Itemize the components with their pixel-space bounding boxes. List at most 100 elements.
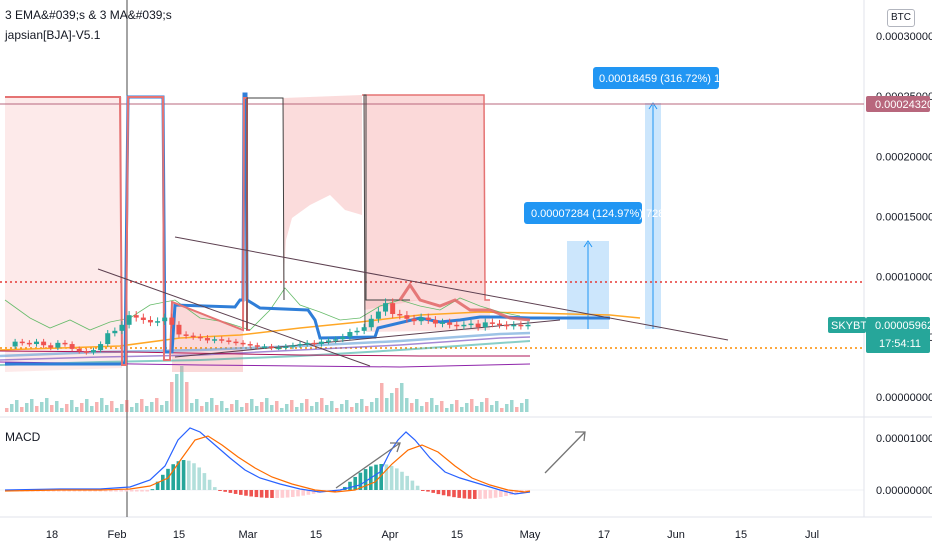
volume-bar [290, 400, 294, 412]
channel-dark [246, 97, 285, 330]
volume-bar [85, 399, 89, 412]
time-tick-label: Mar [239, 529, 258, 541]
volume-bar [420, 406, 424, 412]
svg-text:0.00018459 (316.72%) 18459: 0.00018459 (316.72%) 18459 [599, 73, 745, 85]
candle-body [105, 333, 111, 345]
macd-histogram-bar [311, 490, 316, 494]
volume-bar [335, 408, 339, 412]
candle-body [454, 324, 460, 327]
volume-bar [440, 401, 444, 412]
volume-bar [520, 403, 524, 412]
time-tick-label: 15 [173, 529, 185, 541]
volume-bars [5, 366, 529, 412]
macd-histogram-bar [389, 465, 394, 490]
candle-body [440, 322, 446, 324]
macd-histogram-bar [473, 490, 477, 499]
macd-histogram-bar [109, 490, 113, 492]
macd-histogram-bar [228, 490, 233, 493]
macd-histogram-bar [62, 490, 66, 492]
candle-body [69, 344, 75, 349]
volume-bar [505, 404, 509, 412]
candle-body [12, 341, 18, 347]
macd-histogram-bar [244, 490, 248, 496]
macd-histogram-bar [483, 490, 487, 499]
trend-lines[interactable] [97, 236, 729, 367]
volume-bar [370, 402, 374, 412]
candle-body [48, 345, 54, 348]
candle-body [475, 323, 481, 328]
macd-label[interactable]: MACD [5, 430, 41, 444]
macd-histogram-bar [213, 487, 217, 490]
macd-histogram-bar [280, 490, 285, 498]
channel-right [362, 94, 490, 301]
macd-histogram-bar [415, 485, 420, 490]
time-tick-label: Apr [381, 529, 398, 541]
candle-body [425, 317, 431, 320]
macd-histogram-bar [259, 490, 264, 498]
macd-histogram-bar [285, 490, 290, 498]
macd-histogram-bar [51, 490, 56, 492]
volume-bar [475, 406, 479, 412]
volume-bar [390, 393, 394, 412]
volume-bar [330, 401, 334, 412]
macd-histogram-bar [504, 490, 508, 497]
candle-body [511, 324, 517, 327]
volume-bar [190, 403, 194, 412]
resistance-price-tag: 0.00024320 [866, 96, 932, 112]
candle-body [90, 350, 96, 353]
volume-bar [205, 402, 209, 412]
volume-bar [285, 404, 289, 412]
svg-text:0.00005962: 0.00005962 [875, 320, 932, 332]
volume-bar [235, 400, 239, 412]
volume-bar [325, 405, 329, 412]
volume-bar [10, 404, 14, 412]
volume-bar [470, 399, 474, 412]
macd-histogram-bar [467, 490, 472, 499]
volume-bar [160, 405, 164, 412]
macd-axis[interactable]: 0.00001000 0.00000000 [876, 433, 932, 497]
ma-green-thin [4, 287, 521, 331]
macd-arrows[interactable] [335, 431, 586, 489]
macd-histogram-bar [405, 475, 409, 490]
candle-body [404, 315, 410, 319]
candle-body [83, 351, 89, 353]
ma-long-3 [0, 340, 531, 366]
volume-bar [480, 402, 484, 412]
macd-histogram-bar [301, 490, 305, 496]
macd-pane [0, 427, 864, 499]
candle-body [147, 319, 153, 323]
macd-tick-label: 0.00000000 [876, 485, 932, 497]
volume-bar [525, 399, 529, 412]
macd-histogram-bar [218, 490, 222, 491]
candle-body [390, 303, 396, 314]
candle-body [219, 339, 225, 341]
candle-body [311, 342, 317, 345]
indicator-label-ema[interactable]: 3 EMA&#039;s & 3 MA&#039;s [5, 8, 172, 22]
volume-bar [260, 402, 264, 412]
candle-body [368, 318, 374, 328]
macd-histogram-bar [88, 490, 92, 492]
candle-body [318, 341, 324, 345]
macd-histogram-bar [166, 468, 170, 490]
macd-histogram-bar [462, 490, 467, 499]
macd-histogram-bar [514, 490, 519, 494]
candle-body [489, 322, 495, 324]
price-tick-label: 0.00030000 [876, 31, 932, 43]
currency-badge[interactable]: BTC [887, 9, 915, 27]
ma-long-2 [0, 336, 531, 361]
volume-bar [210, 398, 214, 412]
volume-bar [300, 403, 304, 412]
volume-bar [380, 383, 384, 412]
macd-line [4, 427, 531, 495]
macd-tick-label: 0.00001000 [876, 433, 932, 445]
channel-lines [5, 94, 531, 366]
candle-body [354, 330, 360, 333]
time-tick-label: Jul [805, 529, 819, 541]
indicator-label-japsian[interactable]: japsian[BJA]-V5.1 [5, 28, 101, 42]
candle-body [261, 346, 267, 348]
macd-histogram-bar [379, 464, 383, 490]
volume-bar [250, 399, 254, 412]
time-axis[interactable]: 18 Feb 15 Mar 15 Apr 15 May 17 Jun 15 Jul [46, 529, 819, 541]
volume-bar [435, 405, 439, 412]
